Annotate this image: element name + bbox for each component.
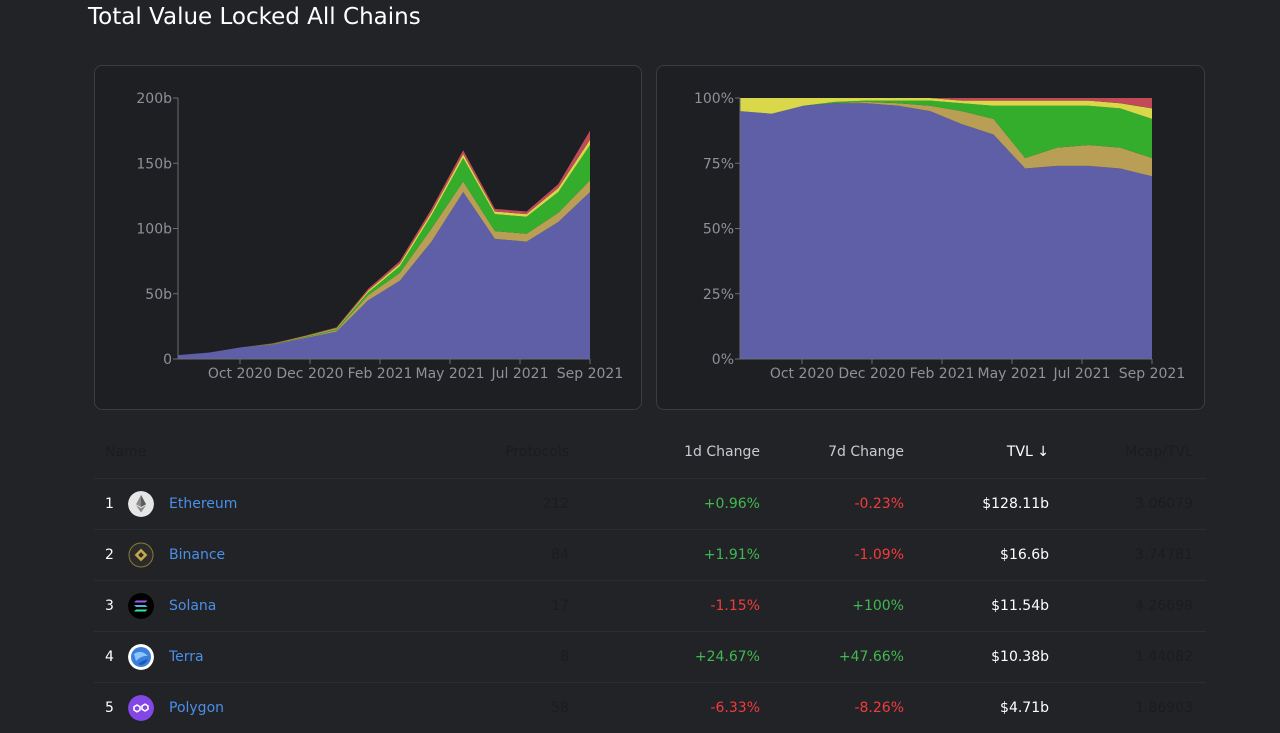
area-series-green [740,100,1152,158]
x-tick-label: Dec 2020 [838,366,905,382]
x-tick-label: May 2021 [415,366,484,382]
tvl-chart-panel: 0 50b 100b 150b 200b Oct 2020 Dec 2020 Feb 2021… [94,65,642,410]
binance-icon [128,542,154,568]
row-mcap-tvl: 3.06079 [1135,496,1193,512]
polygon-icon [128,695,154,721]
y-tick-label: 25% [703,287,734,303]
row-1d-change: -1.15% [710,598,760,614]
row-1d-change: +24.67% [694,649,760,665]
dominance-percent-area-chart[interactable]: 0% 25% 50% 75% 100% Oct 2020 Dec 2020 Feb 2021 M… [657,66,1206,411]
row-protocols: 84 [551,547,569,563]
row-1d-change: -6.33% [710,700,760,716]
tvl-stacked-area-chart[interactable]: 0 50b 100b 150b 200b Oct 2020 Dec 2020 Feb 2021… [95,66,643,411]
area-series-binance [178,180,590,356]
row-rank: 1 [105,496,114,512]
y-tick-label: 200b [136,91,172,107]
chain-link-polygon[interactable]: Polygon [169,700,225,716]
page-title: Total Value Locked All Chains [88,4,421,30]
table-row: 1 Ethereum 212 +0.96% -0.23% $128.11b 3.… [94,478,1206,529]
dominance-chart-panel: 0% 25% 50% 75% 100% Oct 2020 Dec 2020 Feb 2021 M… [656,65,1205,410]
chain-link-terra[interactable]: Terra [169,649,204,665]
x-tick-label: Jul 2021 [491,366,549,382]
header-1d-change[interactable]: 1d Change [684,444,760,460]
x-tick-label: Dec 2020 [276,366,343,382]
x-tick-label: Feb 2021 [910,366,975,382]
y-tick-label: 75% [703,156,734,172]
chains-table: Name Protocols 1d Change 7d Change TVL ↓… [94,428,1206,733]
row-mcap-tvl: 1.44082 [1135,649,1193,665]
table-row: 3 Solana 17 -1.15% +100% $11.54b 4.26698 [94,580,1206,631]
area-series-red [740,98,1152,109]
x-tick-label: Sep 2021 [1119,366,1185,382]
row-1d-change: +0.96% [703,496,760,512]
table-row: 5 Polygon 58 -6.33% -8.26% $4.71b 1.8690… [94,682,1206,733]
header-7d-change[interactable]: 7d Change [828,444,904,460]
row-rank: 2 [105,547,114,563]
chain-link-binance[interactable]: Binance [169,547,226,563]
table-row: 2 Binance 84 +1.91% -1.09% $16.6b 3.7478… [94,529,1206,580]
row-protocols: 17 [551,598,569,614]
row-tvl: $11.54b [991,598,1049,614]
table-header: Name Protocols 1d Change 7d Change TVL ↓… [94,428,1206,478]
area-series-ethereum [178,192,590,359]
ethereum-icon [128,491,154,517]
row-tvl: $128.11b [982,496,1049,512]
row-7d-change: +47.66% [838,649,904,665]
row-mcap-tvl: 3.74781 [1135,547,1193,563]
row-7d-change: -1.09% [854,547,904,563]
chain-link-solana[interactable]: Solana [169,598,217,614]
row-1d-change: +1.91% [703,547,760,563]
row-7d-change: +100% [852,598,904,614]
header-mcap-tvl[interactable]: Mcap/TVL [1125,444,1193,460]
row-protocols: 212 [542,496,569,512]
row-rank: 5 [105,700,114,716]
solana-icon [128,593,154,619]
area-series-yellow [740,98,1152,119]
x-tick-label: May 2021 [977,366,1046,382]
y-tick-label: 100b [136,222,172,238]
row-tvl: $4.71b [1000,700,1049,716]
row-rank: 3 [105,598,114,614]
x-tick-label: Feb 2021 [348,366,413,382]
header-protocols[interactable]: Protocols [505,444,569,460]
row-rank: 4 [105,649,114,665]
y-tick-label: 100% [694,91,734,107]
row-mcap-tvl: 4.26698 [1135,598,1193,614]
table-row: 4 Terra 8 +24.67% +47.66% $10.38b 1.4408… [94,631,1206,682]
header-name[interactable]: Name [105,444,147,460]
x-tick-label: Sep 2021 [557,366,623,382]
y-tick-label: 150b [136,156,172,172]
y-tick-label: 50b [145,287,172,303]
row-protocols: 58 [551,700,569,716]
x-tick-label: Jul 2021 [1053,366,1111,382]
x-tick-label: Oct 2020 [770,366,834,382]
row-tvl: $10.38b [991,649,1049,665]
row-7d-change: -0.23% [854,496,904,512]
row-protocols: 8 [560,649,569,665]
row-mcap-tvl: 1.86903 [1135,700,1193,716]
header-tvl-sort[interactable]: TVL ↓ [1006,444,1049,460]
row-tvl: $16.6b [1000,547,1049,563]
area-series-ethereum [740,103,1152,359]
chain-link-ethereum[interactable]: Ethereum [169,496,238,512]
area-series-binance [740,101,1152,177]
y-tick-label: 50% [703,222,734,238]
y-tick-label: 0 [163,352,172,368]
y-tick-label: 0% [712,352,734,368]
terra-icon [128,644,154,670]
x-tick-label: Oct 2020 [208,366,272,382]
row-7d-change: -8.26% [854,700,904,716]
